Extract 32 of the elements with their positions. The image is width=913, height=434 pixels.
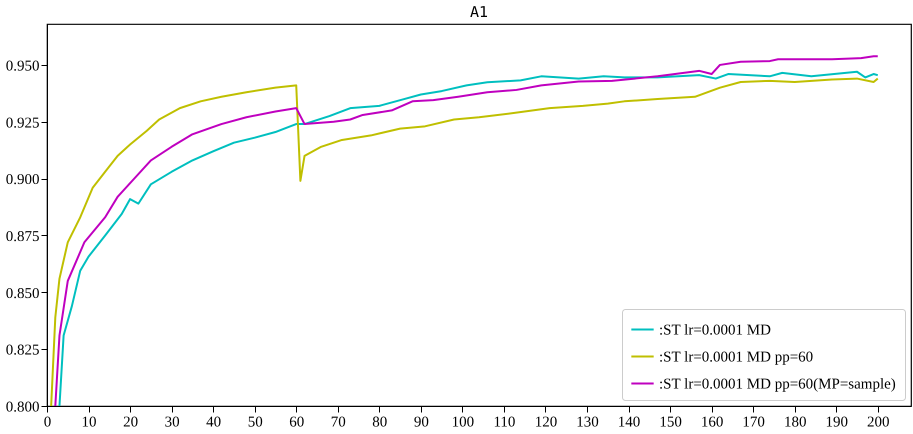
x-tick-label: 140 [618, 414, 640, 430]
x-tick-label: 20 [123, 414, 138, 430]
x-tick-label: 150 [659, 414, 682, 430]
y-tick-label: 0.950 [6, 58, 40, 74]
y-tick-label: 0.850 [6, 286, 40, 302]
legend-label: :ST lr=0.0001 MD pp=60 [659, 350, 814, 366]
x-tick-label: 110 [493, 414, 516, 430]
x-tick-label: 10 [82, 414, 97, 430]
x-tick-label: 100 [452, 414, 474, 430]
x-tick-label: 120 [534, 414, 558, 430]
y-tick-label: 0.825 [6, 342, 40, 359]
x-tick-label: 200 [867, 414, 890, 430]
y-tick-label: 0.900 [6, 172, 40, 188]
legend-label: :ST lr=0.0001 MD pp=60(MP=sample) [659, 376, 896, 392]
x-tick-label: 190 [825, 414, 848, 430]
x-tick-label: 170 [742, 414, 765, 430]
x-tick-label: 40 [206, 414, 222, 430]
y-tick-label: 0.875 [6, 228, 40, 245]
x-tick-label: 60 [289, 414, 304, 430]
x-tick-label: 80 [372, 414, 388, 430]
y-tick-label: 0.800 [6, 400, 40, 416]
x-tick-label: 50 [248, 414, 263, 430]
x-tick-label: 160 [700, 414, 724, 430]
chart-title: A1 [470, 3, 488, 21]
x-tick-label: 90 [414, 414, 429, 430]
x-tick-label: 0 [44, 414, 52, 430]
x-tick-label: 130 [576, 414, 599, 430]
x-tick-label: 30 [164, 414, 180, 430]
legend-label: :ST lr=0.0001 MD [659, 322, 772, 338]
x-tick-label: 180 [784, 414, 806, 430]
x-tick-label: 70 [330, 414, 346, 430]
y-tick-label: 0.925 [6, 115, 40, 132]
